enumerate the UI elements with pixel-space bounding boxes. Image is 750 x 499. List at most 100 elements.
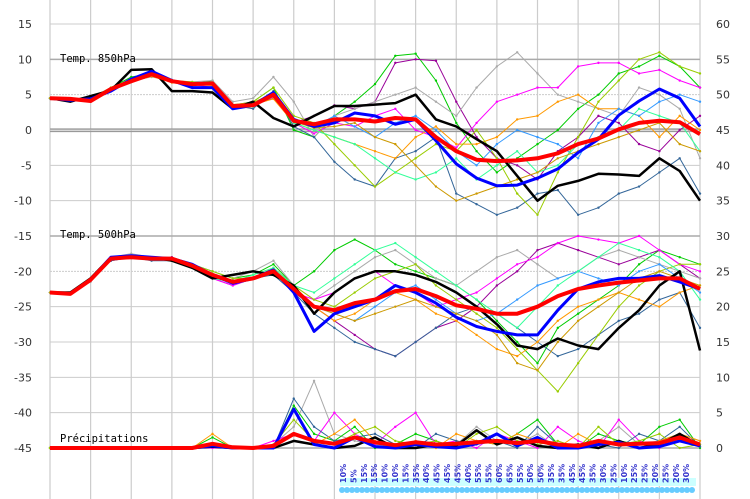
- member-point: [414, 432, 417, 436]
- member-point: [495, 157, 499, 160]
- member-point: [312, 432, 316, 436]
- member-point: [495, 135, 499, 139]
- member-point: [678, 263, 681, 266]
- member-point: [353, 312, 356, 315]
- member-point: [414, 135, 417, 139]
- member-point: [414, 114, 417, 118]
- snow-band: [339, 487, 695, 493]
- member-point: [495, 326, 499, 330]
- member-point: [211, 436, 214, 439]
- member-point: [333, 411, 336, 414]
- member-point: [658, 51, 661, 54]
- snow-icon: [614, 487, 620, 493]
- member-point: [475, 291, 478, 294]
- member-point: [556, 326, 560, 330]
- member-point: [556, 188, 560, 192]
- snow-icon: [474, 487, 480, 493]
- member-point: [698, 192, 702, 195]
- member-point: [556, 157, 560, 160]
- member-point: [475, 333, 478, 337]
- member-point: [373, 150, 377, 153]
- snow-icon: [349, 487, 355, 493]
- precip-probability-label: 15%: [401, 464, 410, 483]
- member-point: [495, 333, 499, 337]
- member-point: [414, 340, 417, 344]
- snow-icon: [399, 487, 405, 493]
- left-tick-label: -15: [14, 230, 32, 243]
- member-point: [312, 291, 316, 294]
- member-point: [515, 298, 519, 301]
- member-point: [272, 266, 275, 269]
- precip-probability-label: 55%: [516, 464, 525, 483]
- member-point: [678, 65, 681, 68]
- member-point: [617, 305, 620, 308]
- member-point: [576, 65, 580, 68]
- member-point: [658, 54, 661, 57]
- member-point: [678, 157, 681, 160]
- member-point: [373, 425, 377, 428]
- precip-probability-label: 35%: [589, 464, 598, 483]
- series-layer: [48, 51, 702, 450]
- member-point: [353, 291, 356, 294]
- member-point: [333, 248, 336, 252]
- member-point: [698, 270, 702, 273]
- member-point: [637, 234, 641, 238]
- axis-ticks: 151050-5-10-15-20-25-30-35-40-4560555045…: [14, 18, 730, 455]
- member-point: [455, 439, 458, 443]
- member-point: [515, 362, 519, 365]
- member-point: [617, 135, 620, 139]
- member-point: [373, 185, 377, 188]
- member-point: [617, 446, 620, 450]
- member-point: [597, 277, 600, 280]
- snow-icon: [639, 487, 645, 493]
- member-point: [637, 439, 641, 443]
- snow-icon: [684, 487, 690, 493]
- snow-icon: [679, 487, 685, 493]
- member-point: [434, 326, 438, 330]
- member-point: [373, 82, 377, 86]
- member-point: [637, 58, 641, 61]
- member-point: [658, 305, 661, 308]
- member-point: [394, 241, 397, 245]
- member-point: [353, 425, 356, 428]
- member-point: [434, 439, 438, 443]
- precip-probability-label: 25%: [630, 464, 639, 483]
- snow-icon: [414, 487, 420, 493]
- member-point: [576, 248, 580, 252]
- snow-icon: [339, 487, 345, 493]
- member-point: [475, 121, 478, 125]
- member-point: [333, 135, 336, 139]
- member-point: [515, 347, 519, 351]
- snow-icon: [409, 487, 415, 493]
- member-point: [475, 432, 478, 436]
- member-point: [617, 192, 620, 195]
- member-point: [556, 425, 560, 428]
- member-point: [394, 354, 397, 358]
- member-point: [576, 100, 580, 103]
- member-point: [597, 61, 600, 65]
- snow-icon: [669, 487, 675, 493]
- member-point: [394, 61, 397, 65]
- precip-probability-label: 10%: [381, 464, 390, 483]
- left-tick-label: -40: [14, 407, 32, 420]
- member-point: [576, 135, 580, 139]
- member-point: [678, 256, 681, 259]
- member-point: [698, 298, 702, 301]
- member-point: [333, 160, 336, 163]
- member-point: [515, 192, 519, 195]
- member-point: [515, 150, 519, 153]
- snow-icon: [629, 487, 635, 493]
- snow-icon: [514, 487, 520, 493]
- member-point: [495, 256, 499, 259]
- member-point: [414, 164, 417, 167]
- snow-icon: [674, 487, 680, 493]
- member-point: [678, 128, 681, 132]
- member-point: [455, 192, 458, 195]
- member-point: [272, 75, 275, 79]
- member-point: [394, 142, 397, 146]
- member-point: [312, 132, 316, 135]
- member-point: [353, 270, 356, 273]
- snow-icon: [654, 487, 660, 493]
- member-point: [576, 234, 580, 238]
- precip-probability-labels: 10% 5% 15% 15% 10% 10% 15% 35% 40% 45% 45% 45% 40% 55…: [339, 464, 691, 483]
